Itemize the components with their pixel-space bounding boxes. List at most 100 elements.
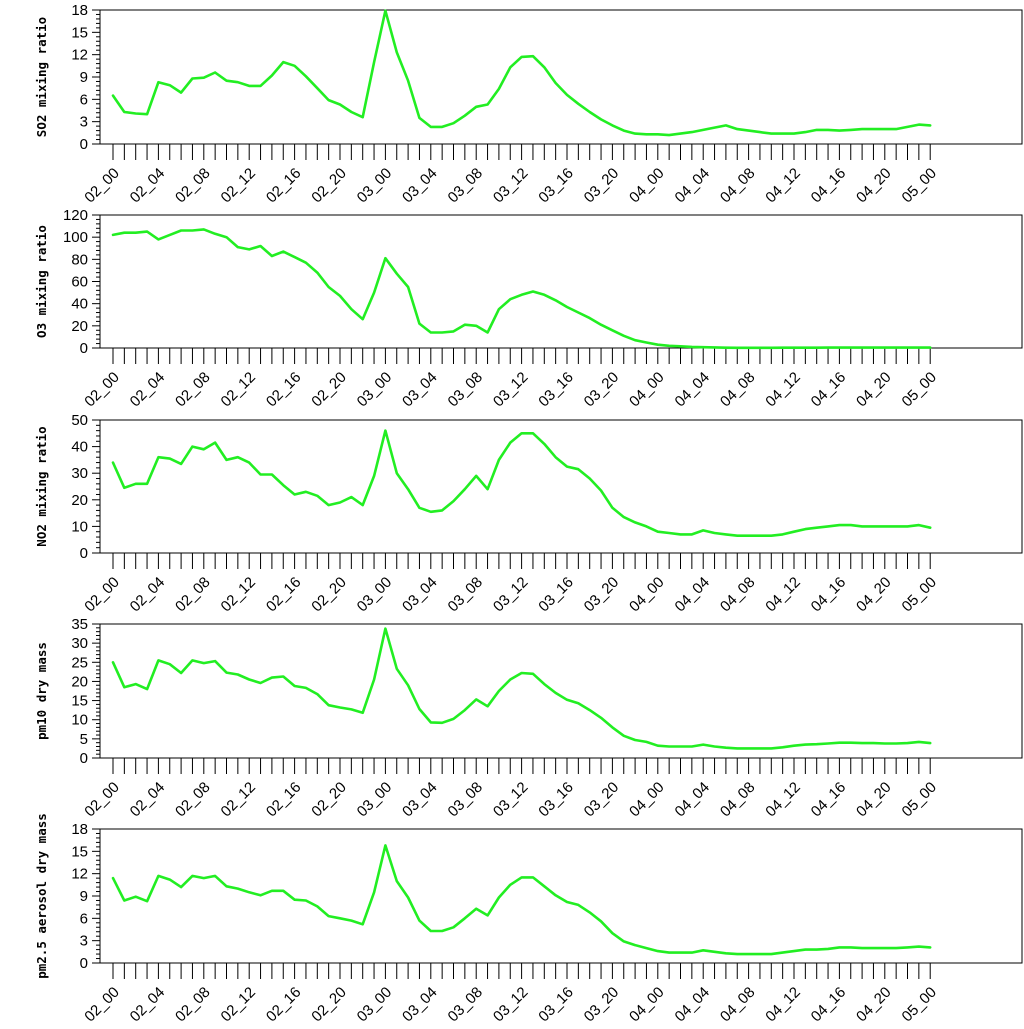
series-line-1 [111,429,932,538]
x-tick-label: 03_00 [354,574,396,616]
plot-frame [99,828,1023,964]
x-tick-label: 03_20 [581,984,623,1024]
y-tick-label: 9 [80,69,88,86]
x-tick-label: 04_08 [717,984,759,1024]
x-tick-label: 03_20 [581,779,623,821]
x-tick-label: 04_00 [626,779,668,821]
y-tick-label: 40 [71,439,88,456]
panel-1: 0 3 6 9 12 15 18 SO2 mixing ratio 02_00 02_04 02_0… [34,2,1023,207]
y-tick-label: 12 [71,47,88,64]
x-tick-label: 03_08 [445,574,487,616]
plot-frame [99,9,1023,145]
y-tick-label: 20 [71,318,88,335]
x-tick-label: 03_20 [581,165,623,207]
y-axis-title: O3 mixing ratio [34,225,49,338]
x-tick-label: 05_00 [899,779,941,821]
y-tick-label: 20 [71,673,88,690]
x-tick-label: 04_16 [808,165,850,207]
x-tick-label: 03_12 [490,369,532,411]
x-tick-label: 03_12 [490,574,532,616]
x-tick-label: 03_16 [535,165,577,207]
x-tick-label: 03_04 [399,779,441,821]
plot-frame [99,623,1023,759]
x-tick-label: 04_04 [672,369,714,411]
x-tick-label: 04_08 [717,369,759,411]
x-tick-label: 03_04 [399,165,441,207]
panel-2: 0 20 40 60 80 100 120 O3 mixing ratio 02_00 02_04… [34,207,1023,411]
x-tick-label: 04_16 [808,984,850,1024]
y-tick-label: 100 [63,229,88,246]
x-tick-label: 03_16 [535,369,577,411]
x-tick-label: 04_08 [717,574,759,616]
x-tick-label: 02_16 [263,369,305,411]
x-tick-label: 04_20 [853,574,895,616]
y-tick-label: 6 [80,910,88,927]
x-tick-label: 02_04 [127,574,169,616]
y-tick-label: 6 [80,91,88,108]
x-tick-label: 02_00 [81,779,123,821]
x-tick-label: 02_20 [308,984,350,1024]
x-tick-label: 04_00 [626,165,668,207]
x-tick-label: 02_12 [218,369,260,411]
series-line-1 [111,228,932,350]
x-tick-label: 04_04 [672,574,714,616]
x-tick-label: 04_20 [853,779,895,821]
x-tick-label: 04_20 [853,165,895,207]
x-tick-label: 04_04 [672,779,714,821]
x-tick-label: 04_08 [717,165,759,207]
x-tick-label: 02_16 [263,574,305,616]
x-tick-label: 02_04 [127,369,169,411]
x-tick-label: 04_08 [717,779,759,821]
x-tick-label: 03_00 [354,369,396,411]
x-tick-label: 03_16 [535,984,577,1024]
y-tick-label: 5 [80,731,88,748]
x-tick-label: 05_00 [899,984,941,1024]
x-tick-label: 03_00 [354,779,396,821]
x-tick-label: 03_20 [581,574,623,616]
y-tick-label: 40 [71,296,88,313]
x-tick-label: 04_12 [762,779,804,821]
x-tick-label: 02_04 [127,779,169,821]
x-tick-label: 05_00 [899,165,941,207]
y-tick-label: 30 [71,465,88,482]
y-tick-label: 3 [80,114,88,131]
x-tick-label: 02_12 [218,574,260,616]
x-tick-label: 02_08 [172,574,214,616]
x-tick-label: 03_00 [354,984,396,1024]
plot-frame [99,419,1023,554]
x-tick-label: 02_04 [127,165,169,207]
y-tick-label: 15 [71,693,88,710]
y-tick-label: 15 [71,843,88,860]
x-tick-label: 04_00 [626,574,668,616]
x-tick-label: 04_04 [672,165,714,207]
x-tick-label: 03_20 [581,369,623,411]
y-axis-title: SO2 mixing ratio [34,17,49,137]
y-tick-label: 50 [71,412,88,429]
y-tick-label: 60 [71,274,88,291]
x-tick-label: 04_20 [853,369,895,411]
y-tick-label: 0 [80,750,88,767]
x-tick-label: 02_16 [263,984,305,1024]
x-tick-label: 02_20 [308,574,350,616]
x-tick-label: 02_20 [308,779,350,821]
x-tick-label: 03_16 [535,779,577,821]
x-tick-label: 04_16 [808,574,850,616]
x-tick-label: 02_12 [218,984,260,1024]
x-tick-label: 02_00 [81,165,123,207]
y-tick-label: 25 [71,654,88,671]
x-tick-label: 03_00 [354,165,396,207]
y-tick-label: 30 [71,635,88,652]
y-tick-label: 35 [71,616,88,633]
x-tick-label: 02_16 [263,165,305,207]
x-tick-label: 02_20 [308,369,350,411]
x-tick-label: 04_00 [626,984,668,1024]
x-tick-label: 02_16 [263,779,305,821]
x-tick-label: 02_08 [172,369,214,411]
y-tick-label: 12 [71,866,88,883]
series-line-1 [111,9,932,137]
x-tick-label: 03_08 [445,165,487,207]
x-tick-label: 02_08 [172,984,214,1024]
